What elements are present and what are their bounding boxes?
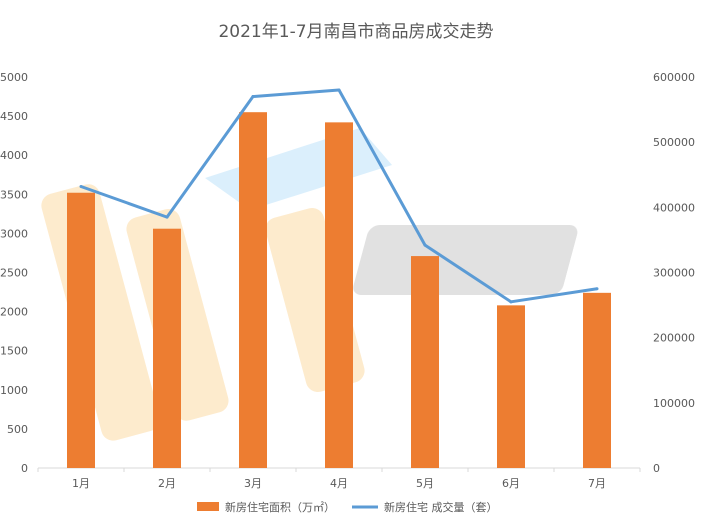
left-y-tick-label: 5000 [0,71,28,84]
right-y-tick-label: 0 [653,462,660,475]
bar [239,112,267,468]
left-y-axis: 0 500 1000 1500 2000 2500 3000 3500 4000 4500 5000 [0,71,28,475]
left-y-tick-label: 4500 [0,110,28,123]
line-point [423,243,427,247]
right-y-tick-label: 300000 [653,267,695,280]
legend: 新房住宅面积（万㎡） 新房住宅 成交量（套） [197,500,498,514]
line-point [79,184,83,188]
bar-series [67,112,611,468]
right-y-tick-label: 400000 [653,201,695,214]
left-y-tick-label: 2500 [0,267,28,280]
bar [325,122,353,468]
bar [497,305,525,468]
left-y-tick-label: 3500 [0,188,28,201]
left-y-tick-label: 1000 [0,384,28,397]
right-y-axis: 0 100000 200000 300000 400000 500000 600000 [653,71,695,475]
x-tick-label: 1月 [72,477,90,490]
left-y-tick-label: 2000 [0,306,28,319]
left-y-tick-label: 1500 [0,345,28,358]
bar [583,292,611,468]
x-tick-label: 7月 [588,477,606,490]
x-tick-label: 4月 [330,477,348,490]
left-y-tick-label: 4000 [0,149,28,162]
legend-bar-swatch [197,502,219,511]
x-tick-label: 3月 [244,477,262,490]
legend-bar-label: 新房住宅面积（万㎡） [225,500,335,514]
line-point [251,95,255,99]
left-y-tick-label: 500 [7,423,28,436]
x-axis: 1月 2月 3月 4月 5月 6月 7月 [37,468,641,490]
x-tick-label: 2月 [158,477,176,490]
bar [411,256,439,468]
right-y-tick-label: 200000 [653,332,695,345]
left-y-tick-label: 3000 [0,227,28,240]
right-y-tick-label: 500000 [653,136,695,149]
x-tick-label: 6月 [502,477,520,490]
x-tick-label: 5月 [416,477,434,490]
line-series [79,88,599,304]
legend-line-label: 新房住宅 成交量（套） [384,500,498,514]
chart-title: 2021年1-7月南昌市商品房成交走势 [218,22,493,42]
right-y-tick-label: 100000 [653,397,695,410]
line-point [165,215,169,219]
bar [67,192,95,468]
bar [153,228,181,468]
left-y-tick-label: 0 [21,462,28,475]
line-point [595,287,599,291]
line-point [509,300,513,304]
right-y-tick-label: 600000 [653,71,695,84]
line-point [337,88,341,92]
